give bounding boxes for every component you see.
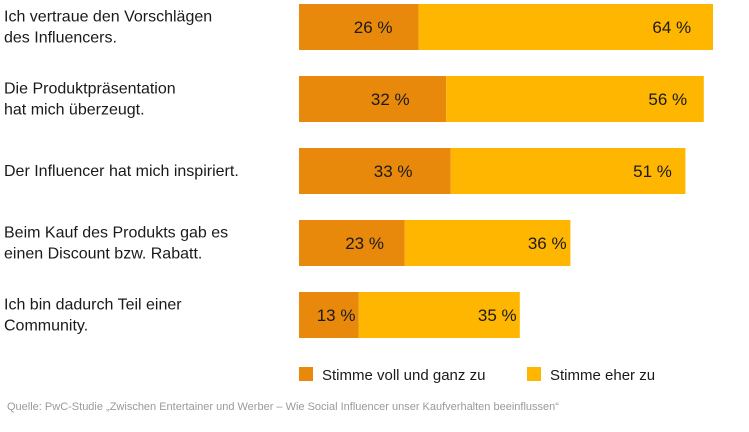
category-label: Die Produktpräsentation hat mich überzeug… xyxy=(4,81,176,119)
data-label: 51 % xyxy=(633,162,672,181)
data-label: 23 % xyxy=(345,234,384,253)
data-label: 64 % xyxy=(652,18,691,37)
source-note: Quelle: PwC-Studie „Zwischen Entertainer… xyxy=(7,401,559,413)
category-label: Ich bin dadurch Teil einer Community. xyxy=(4,297,182,335)
category-label: Ich vertraue den Vorschlägen des Influenc… xyxy=(4,9,212,47)
bar-segment-stimme-eher xyxy=(358,292,520,338)
data-label: 33 % xyxy=(374,162,413,181)
bar-segment-stimme-voll xyxy=(299,76,447,122)
legend-label-stimme-voll: Stimme voll und ganz zu xyxy=(322,367,485,384)
data-label: 32 % xyxy=(371,90,410,109)
category-label: Der Influencer hat mich inspiriert. xyxy=(4,163,239,180)
bar-segment-stimme-voll xyxy=(299,220,405,266)
bar-segment-stimme-voll xyxy=(299,292,359,338)
bar-segment-stimme-eher xyxy=(404,220,571,266)
data-label: 13 % xyxy=(317,306,356,325)
bar-segment-stimme-eher xyxy=(446,76,704,122)
legend-label-stimme-eher: Stimme eher zu xyxy=(550,367,655,384)
legend-swatch-stimme-eher xyxy=(527,367,541,381)
bar-segment-stimme-voll xyxy=(299,148,451,194)
bar-segment-stimme-eher xyxy=(418,4,713,50)
bar-segment-stimme-voll xyxy=(299,4,419,50)
category-label: Beim Kauf des Produkts gab es einen Disco… xyxy=(4,225,228,263)
data-label: 56 % xyxy=(648,90,687,109)
data-label: 36 % xyxy=(528,234,567,253)
legend-swatch-stimme-voll xyxy=(299,367,313,381)
data-label: 35 % xyxy=(478,306,517,325)
bar-segment-stimme-eher xyxy=(450,148,686,194)
data-label: 26 % xyxy=(354,18,393,37)
